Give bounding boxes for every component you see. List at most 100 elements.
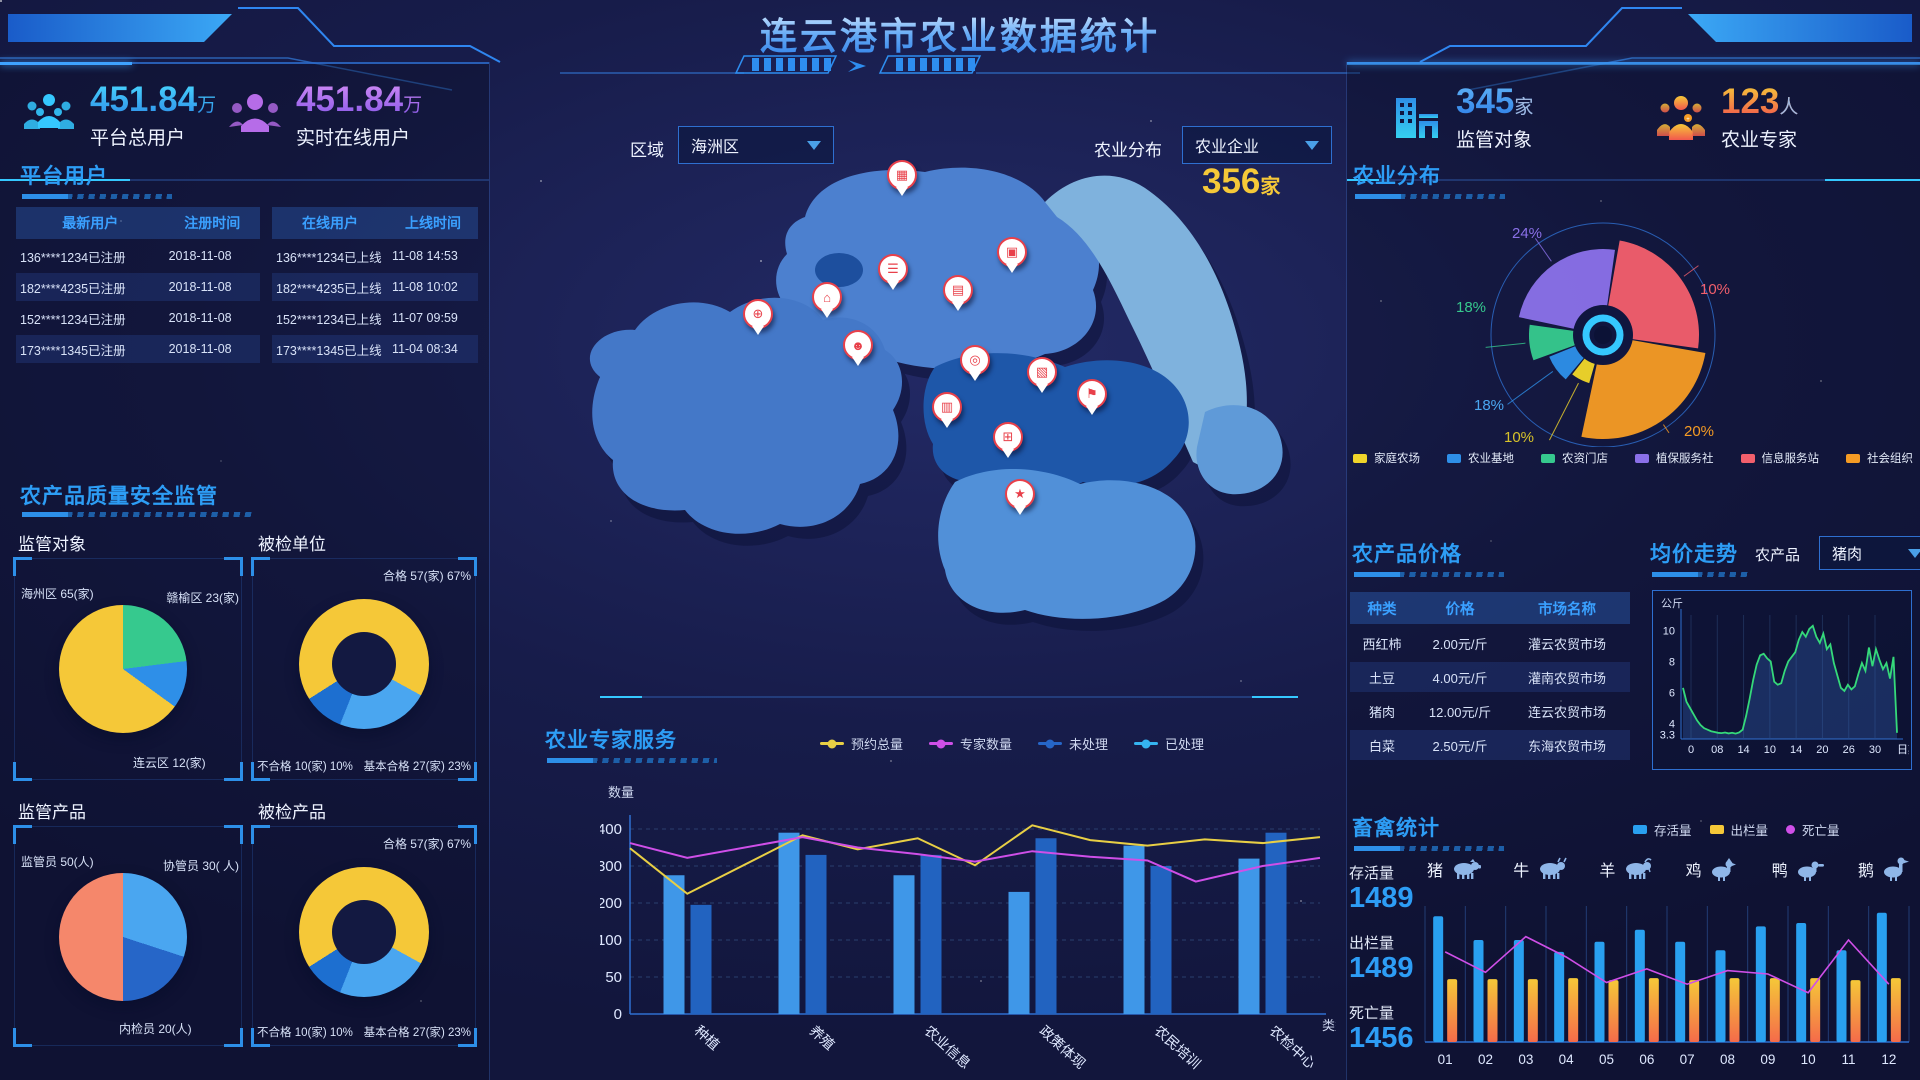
svg-text:养殖: 养殖 [806, 1022, 838, 1053]
svg-text:09: 09 [1760, 1052, 1775, 1067]
svg-text:+: + [1686, 117, 1690, 123]
pie-label: 不合格 10(家) 10% [257, 761, 353, 773]
legend-label: 信息服务站 [1761, 453, 1820, 465]
section-title-trend: 均价走势 [1650, 543, 1738, 566]
animal-item: 牛 [1513, 856, 1570, 882]
svg-text:08: 08 [1720, 1052, 1735, 1067]
title-underline [22, 194, 172, 199]
legend-item[interactable]: 出栏量 [1709, 820, 1768, 839]
legend-item[interactable]: 死亡量 [1786, 820, 1840, 839]
grid-icon[interactable]: ▦ [887, 160, 917, 198]
bank-icon[interactable]: ⊞ [993, 422, 1023, 460]
pie-label: 基本合格 27(家) 23% [363, 761, 471, 773]
table-cell: 12.00元/斤 [1428, 704, 1492, 720]
goat-icon [1626, 858, 1652, 879]
product-select[interactable]: 猪肉 [1819, 536, 1920, 570]
list-icon: ☰ [878, 254, 908, 284]
pin-tail [952, 302, 964, 311]
legend-chip [929, 742, 954, 745]
svg-text:0: 0 [1688, 744, 1694, 756]
region-select[interactable]: 海洲区 [678, 126, 834, 164]
column-header: 上线时间 [405, 215, 462, 231]
livestock-legend: 存活量 出栏量 死亡量 [1633, 820, 1840, 839]
home-icon[interactable]: ⌂ [812, 282, 842, 320]
table-cell: 2018-11-08 [168, 280, 232, 294]
distribution-select[interactable]: 农业企业 [1182, 126, 1332, 164]
legend-chip [1846, 453, 1860, 463]
legend-item[interactable]: 社会组织 [1846, 450, 1913, 466]
person-icon[interactable]: ☻ [843, 330, 873, 368]
table-row: 猪肉 12.00元/斤 连云农贸市场 [1350, 696, 1630, 726]
bookmark-icon[interactable]: ▣ [997, 237, 1027, 275]
legend-item[interactable]: 家庭农场 [1353, 450, 1420, 466]
service-icon: ★ [1005, 479, 1035, 509]
pin-tail [1006, 264, 1018, 273]
table-cell: 连云农贸市场 [1527, 704, 1606, 720]
chart-title-supervise-objects: 监管对象 [18, 535, 86, 554]
svg-text:4: 4 [1669, 719, 1675, 731]
center-panel: 区域 海洲区 农业分布 农业企业 356家 [490, 62, 1346, 1080]
legend-item[interactable]: 存活量 [1633, 820, 1692, 839]
legend-item[interactable]: 信息服务站 [1740, 450, 1820, 466]
legend-label: 未处理 [1069, 737, 1109, 752]
svg-text:50: 50 [605, 969, 622, 986]
title-underline [547, 758, 717, 763]
city-map[interactable]: ▦ ▣ ☰ ▤ ⌂ ⊕ ☻ ◎ ▧ ⚑ ▥ ⊞ ★ [505, 160, 1345, 640]
title-underline [1354, 846, 1504, 851]
animal-row: 猪牛羊鸡鸭鹅 [1427, 856, 1915, 882]
chevron-down-icon [1908, 548, 1920, 558]
supervise-count-stat: 345家 监管对象 [1392, 84, 1533, 152]
table-cell: 灌云农贸市场 [1527, 636, 1606, 652]
legend-label: 植保服务社 [1656, 453, 1714, 465]
live-stat-label: 死亡量 [1349, 1005, 1395, 1022]
legend-label: 农业基地 [1468, 453, 1514, 465]
right-panel: 345家 监管对象 + 123人 农业专家 农业分布 24% 10 [1347, 62, 1920, 1080]
building-icon[interactable]: ▥ [932, 392, 962, 430]
legend-item[interactable]: 已处理 [1134, 734, 1204, 753]
supervise-objects-pie[interactable] [59, 605, 187, 733]
svg-text:100: 100 [600, 932, 622, 949]
photo-icon[interactable]: ▧ [1027, 357, 1057, 395]
users-group-icon [24, 94, 74, 129]
animal-item: 鸭 [1772, 856, 1829, 882]
legend-item[interactable]: 农业基地 [1447, 450, 1514, 466]
list-icon[interactable]: ☰ [878, 254, 908, 292]
table-row: 173****1345已注册 2018-11-08 [16, 335, 260, 363]
flag-icon[interactable]: ⚑ [1077, 379, 1107, 417]
pin-tail [941, 419, 953, 428]
inspected-products-chart-box: 合格 57(家) 67% 不合格 10(家) 10% 基本合格 27(家) 23… [251, 825, 477, 1047]
globe-icon[interactable]: ⊕ [743, 299, 773, 337]
column-separator [489, 62, 490, 1080]
table-row: 173****1345已上线 11-04 08:34 [272, 335, 478, 363]
factory-icon[interactable]: ▤ [943, 275, 973, 313]
supervise-products-pie[interactable] [59, 873, 187, 1001]
legend-item[interactable]: 专家数量 [929, 734, 1012, 753]
table-row: 182****4235已上线 11-08 10:02 [272, 273, 478, 301]
column-separator [1346, 62, 1347, 1080]
agri-distribution-chart[interactable]: 24% 10% 18% 18% 10% 20% [1390, 211, 1820, 448]
title-underline [1652, 572, 1748, 577]
donut-hole [332, 632, 396, 696]
location-icon[interactable]: ◎ [960, 345, 990, 383]
donut-hole [332, 900, 396, 964]
table-cell: 173****1345已注册 [20, 343, 126, 358]
home-icon: ⌂ [812, 282, 842, 312]
live-stat-value: 1489 [1349, 882, 1414, 914]
table-cell: 2018-11-08 [168, 311, 232, 325]
globe-icon: ⊕ [743, 299, 773, 329]
company-count-value: 356 [1202, 162, 1261, 201]
table-cell: 4.00元/斤 [1432, 670, 1488, 686]
pie-label: 内检员 20(人) [119, 1022, 192, 1036]
service-icon[interactable]: ★ [1005, 479, 1035, 517]
region-select-value: 海洲区 [691, 139, 740, 156]
chart-title-inspected-products: 被检产品 [258, 803, 326, 822]
legend-item[interactable]: 植保服务社 [1635, 450, 1714, 466]
legend-item[interactable]: 未处理 [1038, 734, 1108, 753]
svg-text:05: 05 [1599, 1052, 1614, 1067]
panel-accent [1347, 62, 1920, 65]
legend-label: 已处理 [1165, 737, 1205, 752]
legend-item[interactable]: 农资门店 [1541, 450, 1608, 466]
svg-text:6: 6 [1669, 688, 1675, 700]
animal-item: 鸡 [1686, 856, 1743, 882]
legend-item[interactable]: 预约总量 [820, 734, 903, 753]
